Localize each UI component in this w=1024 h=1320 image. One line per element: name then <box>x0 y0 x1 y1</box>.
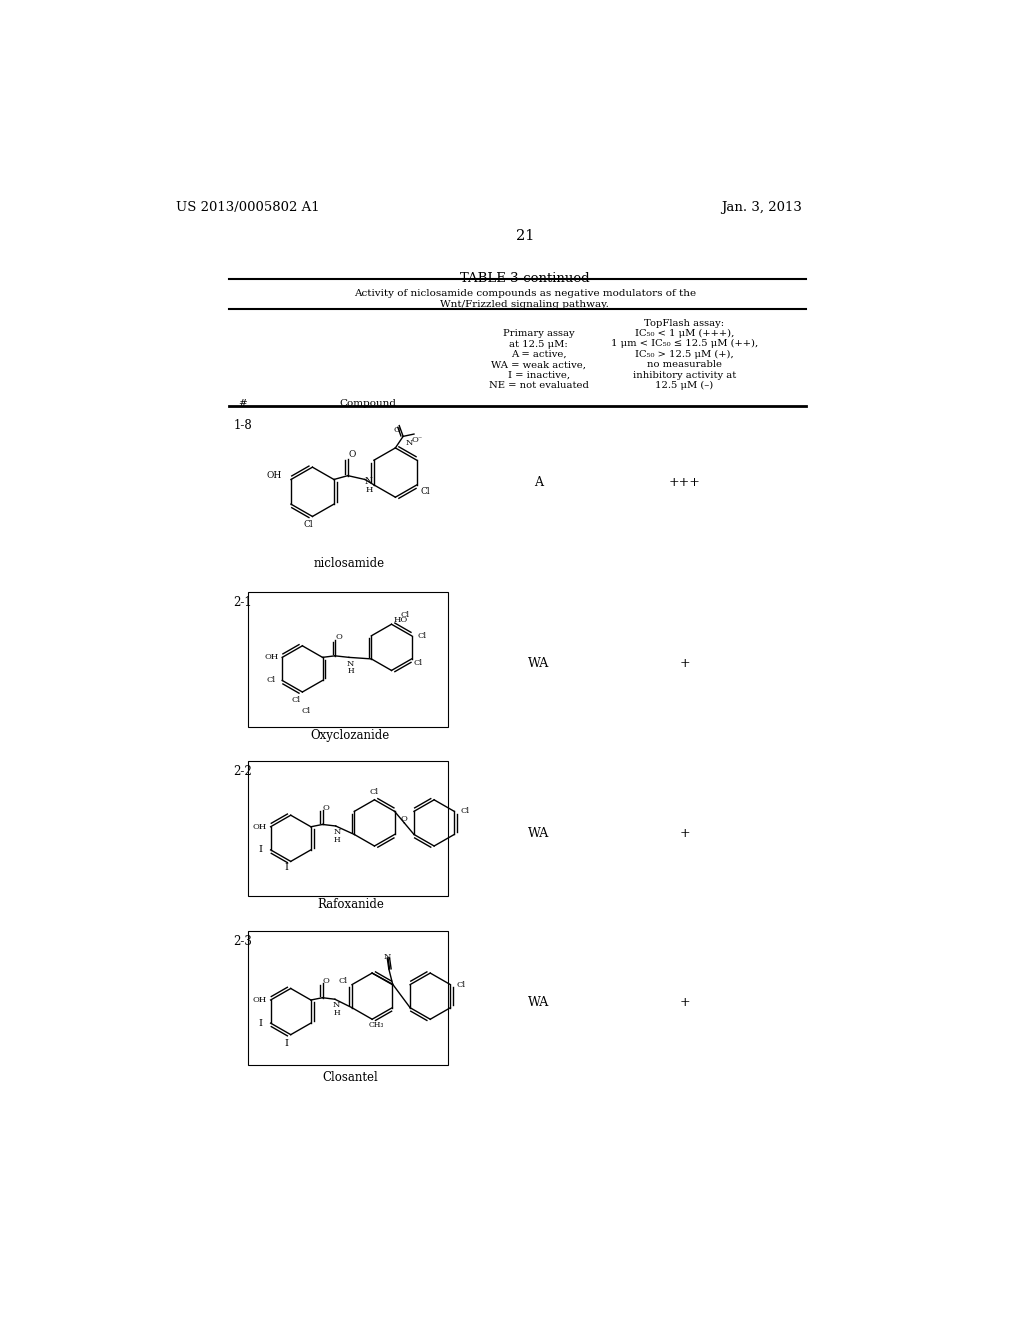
Text: Cl: Cl <box>292 696 301 704</box>
Text: N: N <box>334 828 341 836</box>
Text: WA = weak active,: WA = weak active, <box>492 360 587 370</box>
Text: 2-1: 2-1 <box>233 595 252 609</box>
Text: 1-8: 1-8 <box>233 418 252 432</box>
Text: +: + <box>679 826 690 840</box>
Text: Cl: Cl <box>339 977 348 985</box>
Text: Rafoxanide: Rafoxanide <box>317 899 384 911</box>
Text: at 12.5 μM:: at 12.5 μM: <box>509 339 568 348</box>
Text: Cl: Cl <box>370 788 379 796</box>
Text: Cl: Cl <box>418 632 427 640</box>
Text: H: H <box>366 486 373 494</box>
Text: I: I <box>285 863 289 873</box>
Text: 2-3: 2-3 <box>233 935 252 948</box>
Text: Cl: Cl <box>461 808 470 816</box>
Text: IC₅₀ < 1 μM (+++),: IC₅₀ < 1 μM (+++), <box>635 329 734 338</box>
Text: Cl: Cl <box>457 981 466 989</box>
Bar <box>248 931 449 1065</box>
Text: niclosamide: niclosamide <box>313 557 384 570</box>
Text: O: O <box>323 977 330 985</box>
Text: TABLE 3-continued: TABLE 3-continued <box>460 272 590 285</box>
Text: H: H <box>334 836 341 843</box>
Text: US 2013/0005802 A1: US 2013/0005802 A1 <box>176 201 319 214</box>
Text: inhibitory activity at: inhibitory activity at <box>633 371 736 380</box>
Text: Cl: Cl <box>414 659 422 667</box>
Text: Cl: Cl <box>400 611 410 619</box>
Text: +: + <box>679 657 690 671</box>
Text: CH₃: CH₃ <box>369 1022 384 1030</box>
Text: O: O <box>400 814 408 824</box>
Text: 12.5 μM (–): 12.5 μM (–) <box>655 381 714 389</box>
Text: O: O <box>393 426 400 434</box>
Text: WA: WA <box>528 826 549 840</box>
Text: Cl: Cl <box>421 487 430 495</box>
Text: OH: OH <box>253 822 266 830</box>
Text: Cl: Cl <box>267 676 276 685</box>
Text: IC₅₀ > 12.5 μM (+),: IC₅₀ > 12.5 μM (+), <box>635 350 734 359</box>
Text: N: N <box>406 440 413 447</box>
Text: Cl: Cl <box>304 520 313 528</box>
Text: OH: OH <box>266 471 282 480</box>
Text: N: N <box>384 953 391 961</box>
Text: 21: 21 <box>516 230 534 243</box>
Text: I: I <box>259 845 263 854</box>
Text: O⁻: O⁻ <box>412 436 423 445</box>
Text: +++: +++ <box>669 477 700 490</box>
Text: N: N <box>333 1002 340 1010</box>
Text: N: N <box>365 478 373 486</box>
Text: A = active,: A = active, <box>511 350 566 359</box>
Text: Compound: Compound <box>340 399 396 408</box>
Text: I: I <box>259 1019 263 1027</box>
Text: H: H <box>347 667 353 676</box>
Text: Cl: Cl <box>302 708 311 715</box>
Text: O: O <box>335 634 342 642</box>
Text: O: O <box>348 450 355 458</box>
Text: +: + <box>679 997 690 1010</box>
Text: A: A <box>535 477 544 490</box>
Text: no measurable: no measurable <box>647 360 722 370</box>
Text: OH: OH <box>264 653 279 661</box>
Text: Wnt/Frizzled signaling pathway.: Wnt/Frizzled signaling pathway. <box>440 300 609 309</box>
Bar <box>248 591 449 726</box>
Text: Oxyclozanide: Oxyclozanide <box>311 729 390 742</box>
Text: HO: HO <box>393 616 408 624</box>
Text: O: O <box>323 804 330 812</box>
Text: Primary assay: Primary assay <box>503 330 574 338</box>
Text: Closantel: Closantel <box>323 1071 378 1084</box>
Text: Jan. 3, 2013: Jan. 3, 2013 <box>721 201 802 214</box>
Text: Activity of niclosamide compounds as negative modulators of the: Activity of niclosamide compounds as neg… <box>353 289 696 298</box>
Text: #: # <box>239 399 247 408</box>
Text: I = inactive,: I = inactive, <box>508 371 569 380</box>
Bar <box>248 762 449 896</box>
Text: I: I <box>285 1039 289 1048</box>
Text: H: H <box>333 1008 340 1018</box>
Text: OH: OH <box>253 997 266 1005</box>
Text: NE = not evaluated: NE = not evaluated <box>488 381 589 391</box>
Text: WA: WA <box>528 997 549 1010</box>
Text: N: N <box>347 660 354 668</box>
Text: 2-2: 2-2 <box>233 766 252 779</box>
Text: TopFlash assay:: TopFlash assay: <box>644 318 725 327</box>
Text: WA: WA <box>528 657 549 671</box>
Text: 1 μm < IC₅₀ ≤ 12.5 μM (++),: 1 μm < IC₅₀ ≤ 12.5 μM (++), <box>611 339 758 348</box>
